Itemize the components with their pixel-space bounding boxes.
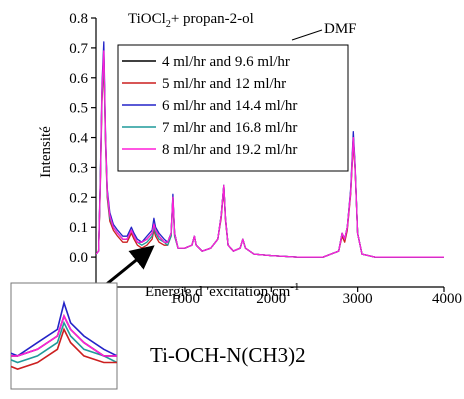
inset-lines — [11, 300, 117, 370]
legend-items: 4 ml/hr and 9.6 ml/hr 5 ml/hr and 12 ml/h… — [122, 54, 297, 158]
legend-label-4: 7 ml/hr and 16.8 ml/hr — [162, 120, 297, 136]
legend-label-2: 5 ml/hr and 12 ml/hr — [162, 76, 286, 92]
reagent-name: TiOCl — [128, 11, 166, 27]
y-tick-label: 0.3 — [69, 160, 88, 176]
y-tick-label: 0.4 — [69, 131, 88, 147]
species-label: Ti-OCH-N(CH3)2 — [150, 343, 306, 367]
reagent-subscript: 2 — [166, 19, 171, 30]
x-axis-title-main: Energie d 'excitation cm — [145, 284, 291, 300]
y-ticks: -0.10.00.10.20.30.40.50.60.70.8 — [64, 11, 96, 296]
inset-zoom — [10, 282, 118, 390]
legend-label-5: 8 ml/hr and 19.2 ml/hr — [162, 142, 297, 158]
legend: 4 ml/hr and 9.6 ml/hr 5 ml/hr and 12 ml/h… — [117, 44, 349, 172]
x-axis-title: Energie d 'excitation cm-1 — [145, 281, 299, 300]
y-tick-label: 0.7 — [69, 41, 88, 57]
y-tick-label: 0.8 — [69, 11, 88, 27]
inset-line-4 — [11, 320, 117, 364]
inset-line-3 — [11, 300, 117, 357]
reagent-rest: + propan-2-ol — [171, 11, 254, 27]
y-tick-label: 0.1 — [69, 220, 88, 236]
x-tick-label: 3000 — [343, 291, 373, 307]
x-axis-title-superscript: -1 — [290, 281, 299, 293]
y-tick-label: 0.6 — [69, 71, 88, 87]
inset-line-2 — [11, 327, 117, 370]
inset-frame — [10, 282, 118, 390]
x-tick-label: 2000 — [256, 291, 286, 307]
x-tick-label: 1000 — [170, 291, 200, 307]
y-tick-label: 0.5 — [69, 101, 88, 117]
solvent-annotation: DMF — [324, 21, 357, 37]
y-tick-label: 0.2 — [69, 190, 88, 206]
legend-box — [117, 44, 349, 172]
axes — [95, 18, 444, 288]
x-ticks: 1000 2000 3000 4000 — [170, 287, 462, 307]
series-lines — [96, 41, 444, 258]
inset-line-5 — [11, 314, 117, 357]
y-axis-title: Intensité — [38, 126, 54, 178]
y-tick-label: 0.0 — [69, 250, 88, 266]
legend-label-3: 6 ml/hr and 14.4 ml/hr — [162, 98, 297, 114]
reagent-annotation: TiOCl2+ propan-2-ol — [128, 11, 254, 30]
series-line-5 — [96, 50, 444, 258]
x-tick-label: 4000 — [432, 291, 462, 307]
solvent-pointer — [291, 29, 323, 41]
legend-label-1: 4 ml/hr and 9.6 ml/hr — [162, 54, 290, 70]
